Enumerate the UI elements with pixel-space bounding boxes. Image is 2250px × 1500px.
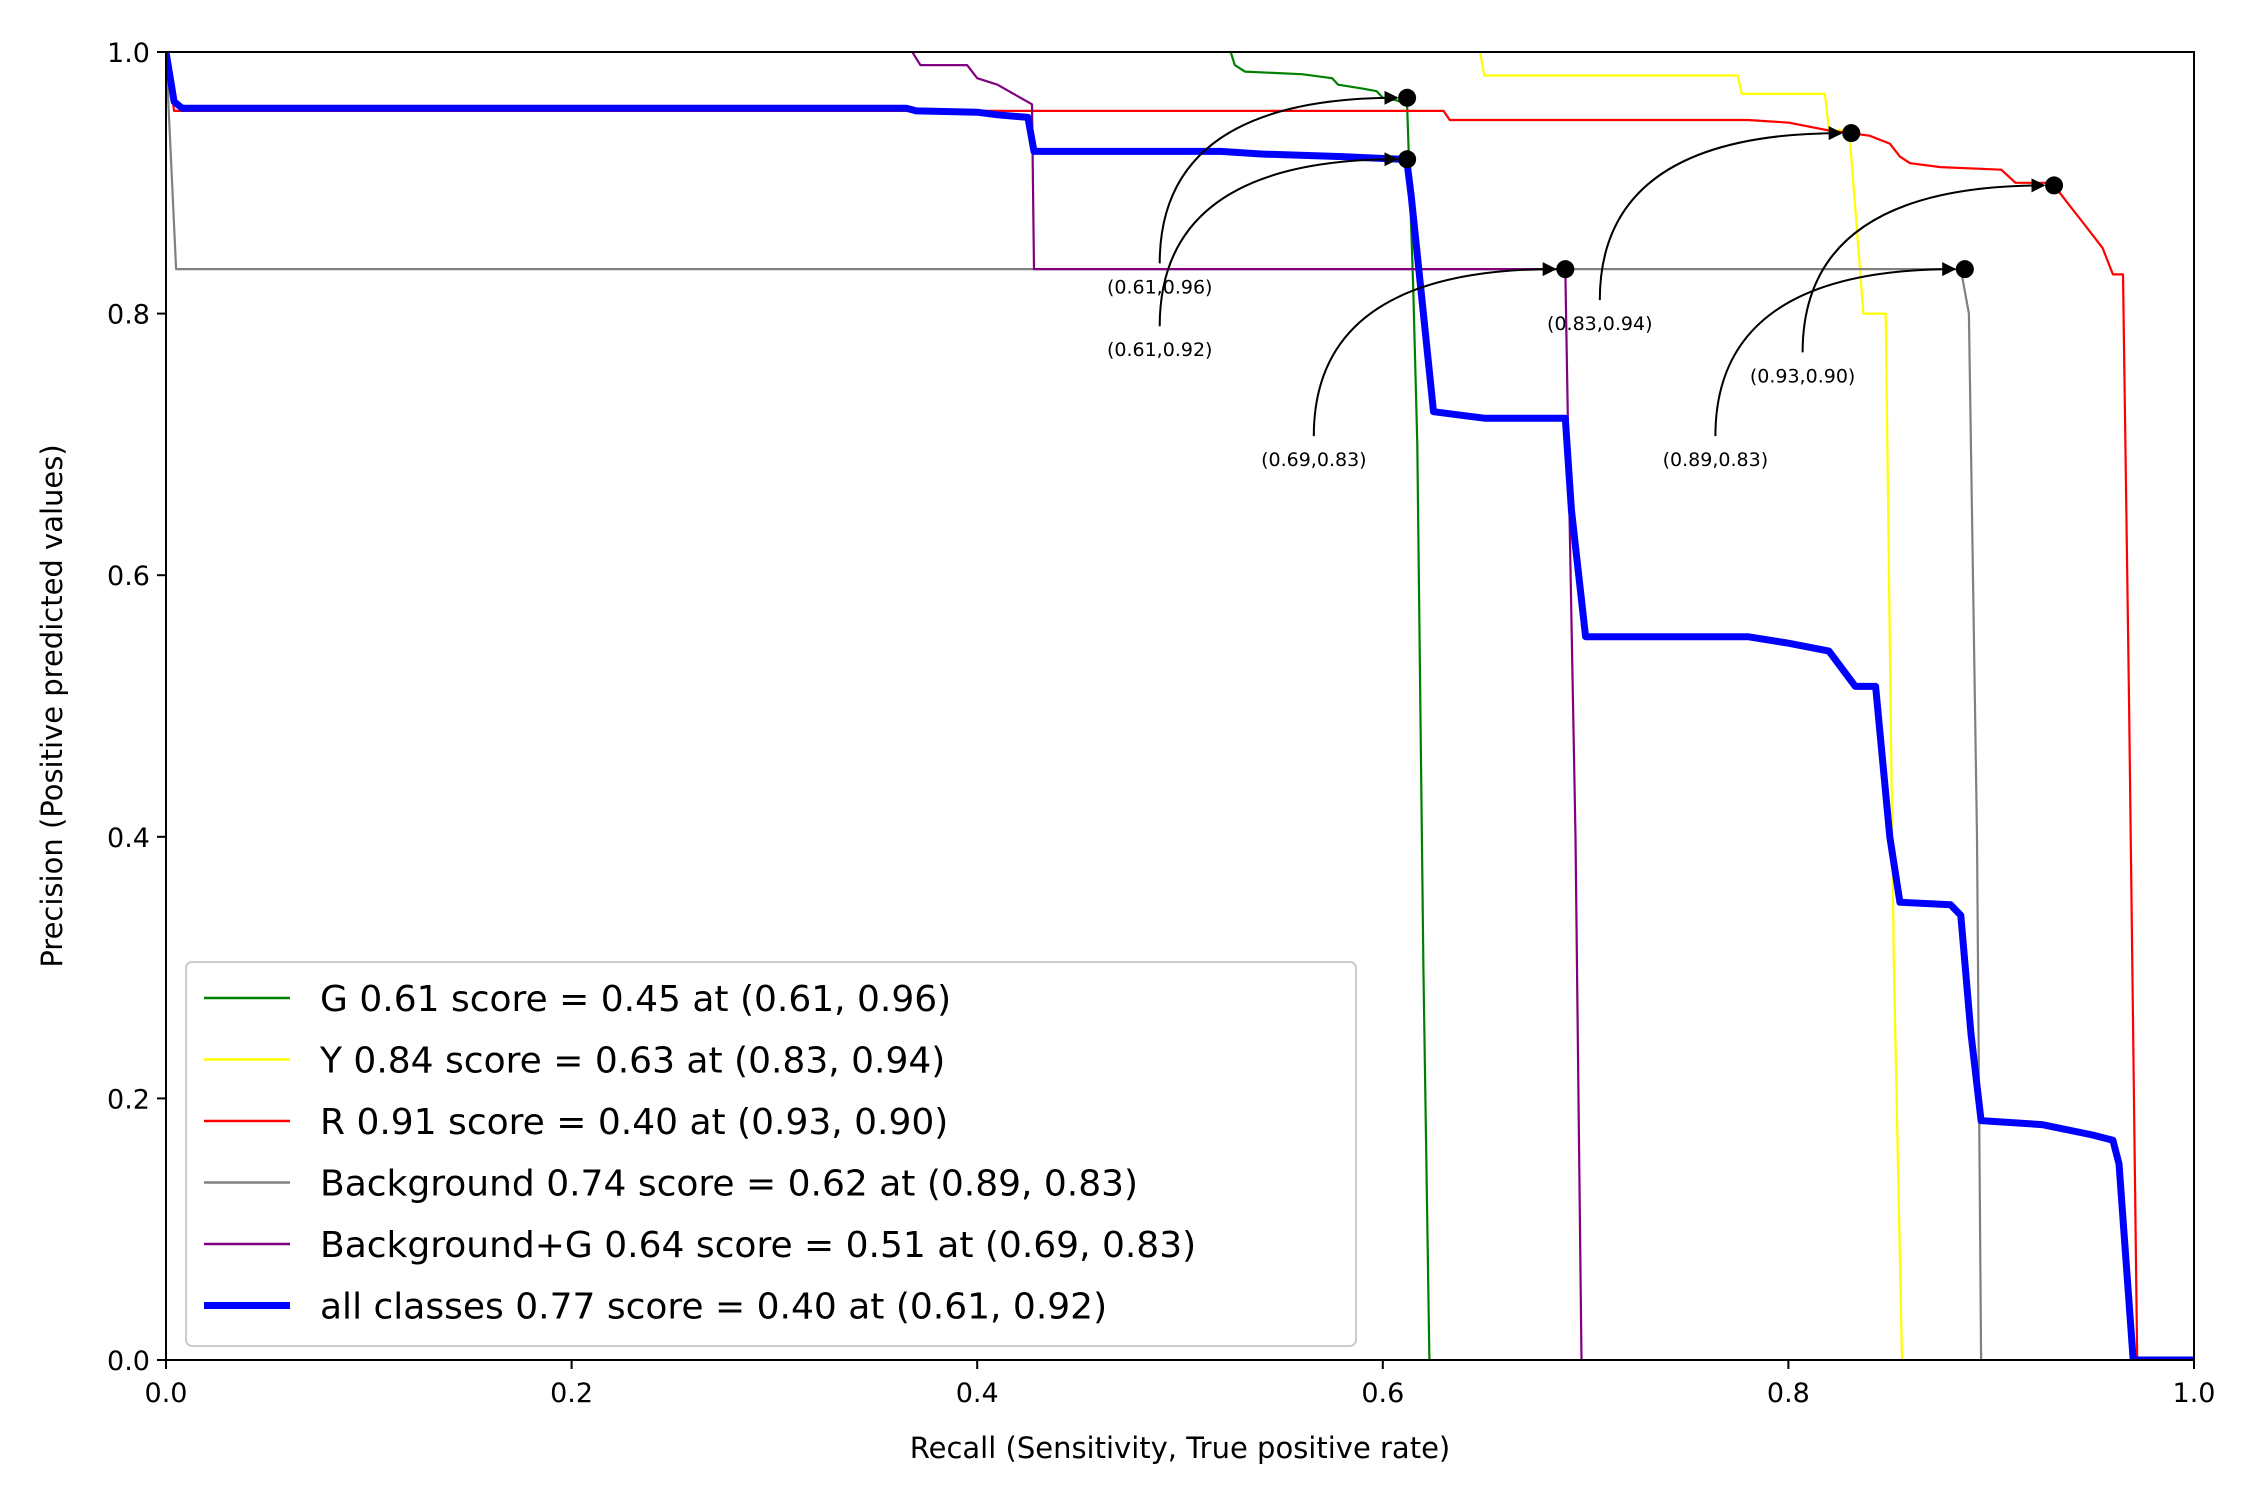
- legend-frame: [185, 961, 1357, 1347]
- x-tick-label: 0.8: [1767, 1378, 1810, 1409]
- series-line-0: [1229, 52, 1431, 1360]
- x-tick-label: 1.0: [2173, 1378, 2216, 1409]
- axis-layer: 0.0 0.2 0.4 0.6 0.8 1.0 0.0 0.2 0.4 0.6 0.8 1.0: [107, 38, 2215, 1409]
- legend-label-2: R 0.91 score = 0.40 at (0.93, 0.90): [320, 1102, 948, 1143]
- y-tick-label: 0.8: [107, 300, 150, 331]
- legend-label-1: Y 0.84 score = 0.63 at (0.83, 0.94): [319, 1041, 945, 1082]
- annotation-label-0: (0.61,0.96): [1107, 276, 1212, 298]
- marker-layer: [1398, 88, 2064, 279]
- plot-frame: [165, 51, 2195, 1361]
- point-marker-3: [1842, 124, 1861, 143]
- y-tick-label: 0.6: [107, 561, 150, 592]
- point-marker-2: [1556, 260, 1575, 279]
- legend-label-0: G 0.61 score = 0.45 at (0.61, 0.96): [320, 979, 951, 1020]
- point-marker-4: [1955, 260, 1974, 279]
- annotation-arrow-4: [1714, 262, 1957, 437]
- annotation-label-5: (0.93,0.90): [1750, 365, 1855, 387]
- legend: G 0.61 score = 0.45 at (0.61, 0.96) Y 0.8…: [185, 961, 1357, 1347]
- annotation-label-4: (0.89,0.83): [1663, 449, 1768, 471]
- series-line-5: [166, 52, 2194, 1360]
- annotation-label-1: (0.61,0.92): [1107, 339, 1212, 361]
- legend-label-4: Background+G 0.64 score = 0.51 at (0.69,…: [320, 1225, 1196, 1266]
- y-tick-label: 1.0: [107, 38, 150, 69]
- point-marker-1: [1398, 150, 1417, 169]
- y-tick-label: 0.4: [107, 823, 150, 854]
- y-axis-label: Precision (Positive predicted values): [35, 444, 69, 967]
- annotation-label-3: (0.83,0.94): [1547, 313, 1652, 335]
- x-tick-label: 0.0: [145, 1378, 188, 1409]
- x-tick-label: 0.6: [1361, 1378, 1404, 1409]
- point-marker-5: [2045, 176, 2064, 195]
- x-tick-label: 0.2: [550, 1378, 593, 1409]
- annotation-arrow-0: [1158, 90, 1399, 264]
- series-line-2: [166, 52, 2139, 1360]
- y-tick-label: 0.2: [107, 1084, 150, 1115]
- annotation-arrow-5: [1801, 178, 2046, 353]
- series-line-4: [911, 52, 1583, 1360]
- annotation-arrow-2: [1312, 262, 1557, 437]
- x-tick-label: 0.4: [956, 1378, 999, 1409]
- annotation-arrow-1: [1158, 152, 1399, 327]
- series-line-3: [166, 52, 1983, 1360]
- annotation-label-2: (0.69,0.83): [1261, 449, 1366, 471]
- legend-label-3: Background 0.74 score = 0.62 at (0.89, 0…: [320, 1164, 1138, 1205]
- point-marker-0: [1398, 88, 1417, 107]
- y-tick-label: 0.0: [107, 1346, 150, 1377]
- legend-label-5: all classes 0.77 score = 0.40 at (0.61, …: [320, 1287, 1107, 1328]
- annotation-layer: (0.61,0.96) (0.61,0.92) (0.69,0.83) (0.83,0…: [1107, 90, 2046, 471]
- x-axis-label: Recall (Sensitivity, True positive rate): [910, 1431, 1450, 1465]
- annotation-arrow-3: [1598, 126, 1843, 301]
